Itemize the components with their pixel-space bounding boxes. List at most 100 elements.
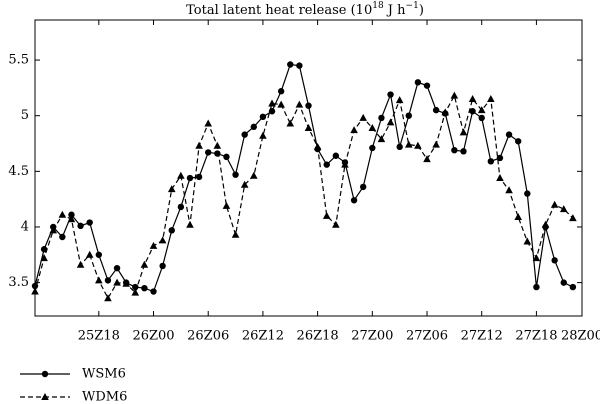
marker — [432, 140, 440, 148]
marker — [404, 140, 413, 148]
marker — [259, 131, 267, 139]
marker — [59, 233, 66, 241]
marker — [223, 153, 230, 161]
marker — [468, 95, 477, 103]
marker — [296, 62, 303, 69]
x-tick-label: 27Z12 — [461, 329, 503, 344]
marker — [360, 183, 367, 191]
marker — [460, 148, 467, 155]
x-tick-label: 26Z06 — [187, 329, 229, 344]
marker — [232, 171, 239, 178]
marker — [441, 108, 450, 116]
marker — [40, 246, 48, 253]
marker — [423, 155, 431, 163]
legend-marker — [41, 370, 49, 378]
marker — [305, 102, 312, 109]
marker — [514, 138, 522, 145]
marker — [368, 123, 377, 131]
x-tick-label: 26Z18 — [297, 329, 339, 344]
marker — [277, 100, 285, 108]
marker — [323, 161, 330, 168]
marker — [58, 210, 67, 218]
marker — [141, 284, 148, 292]
marker — [177, 203, 185, 211]
marker — [505, 186, 513, 194]
marker — [76, 260, 85, 268]
marker — [268, 99, 276, 107]
y-tick-label: 4 — [21, 219, 29, 234]
marker — [104, 294, 112, 302]
marker — [322, 211, 331, 219]
marker — [432, 106, 440, 114]
title-part: 18 — [372, 1, 384, 11]
x-tick-label: 28Z00 — [561, 329, 600, 344]
marker — [560, 279, 567, 286]
marker — [359, 113, 367, 121]
marker — [113, 264, 121, 272]
marker — [241, 131, 248, 138]
marker — [533, 283, 540, 291]
marker — [286, 119, 295, 127]
marker — [287, 61, 294, 68]
marker — [378, 114, 385, 122]
marker — [304, 123, 313, 131]
marker — [222, 201, 231, 209]
y-tick-label: 4.5 — [8, 164, 29, 179]
marker — [541, 220, 550, 228]
y-tick-label: 5.5 — [8, 53, 29, 68]
marker — [396, 143, 403, 151]
marker — [487, 158, 495, 165]
marker — [95, 251, 103, 258]
marker — [551, 257, 558, 264]
marker — [167, 185, 176, 193]
marker — [496, 174, 504, 182]
marker — [186, 220, 194, 228]
marker — [350, 126, 358, 134]
marker — [250, 123, 257, 131]
marker — [450, 91, 459, 99]
marker — [40, 254, 48, 262]
marker — [168, 227, 175, 234]
marker — [451, 146, 458, 154]
chart-title: Total latent heat release (1018 J h−1) — [186, 1, 424, 18]
marker — [85, 250, 94, 258]
marker — [532, 254, 541, 262]
marker — [505, 131, 513, 138]
marker — [250, 171, 258, 179]
marker — [395, 96, 404, 104]
marker — [31, 287, 39, 295]
marker — [414, 141, 422, 149]
marker — [186, 174, 194, 182]
y-tick-label: 5 — [21, 108, 29, 123]
marker — [49, 226, 58, 234]
marker — [524, 190, 531, 197]
x-tick-label: 27Z18 — [515, 329, 557, 344]
marker — [487, 95, 495, 103]
marker — [140, 260, 149, 268]
x-tick-label: 27Z00 — [351, 329, 393, 344]
marker — [77, 222, 84, 230]
marker — [95, 276, 103, 284]
marker — [214, 150, 221, 157]
x-tick-label: 26Z12 — [242, 329, 284, 344]
marker — [369, 144, 376, 152]
marker — [477, 106, 486, 114]
marker — [332, 152, 340, 159]
marker — [104, 277, 112, 284]
title-part: −1 — [406, 1, 419, 11]
marker — [68, 211, 75, 218]
x-tick-label: 25Z18 — [78, 329, 120, 344]
marker — [423, 82, 431, 89]
marker — [313, 142, 322, 150]
title-part: ) — [419, 3, 424, 18]
marker — [240, 180, 249, 188]
marker — [459, 128, 468, 136]
marker — [149, 241, 158, 249]
legend-label: WDM6 — [82, 390, 127, 404]
marker — [559, 205, 568, 213]
marker — [113, 278, 121, 286]
marker — [177, 171, 185, 179]
legend-label: WSM6 — [82, 367, 126, 382]
marker — [277, 88, 285, 95]
